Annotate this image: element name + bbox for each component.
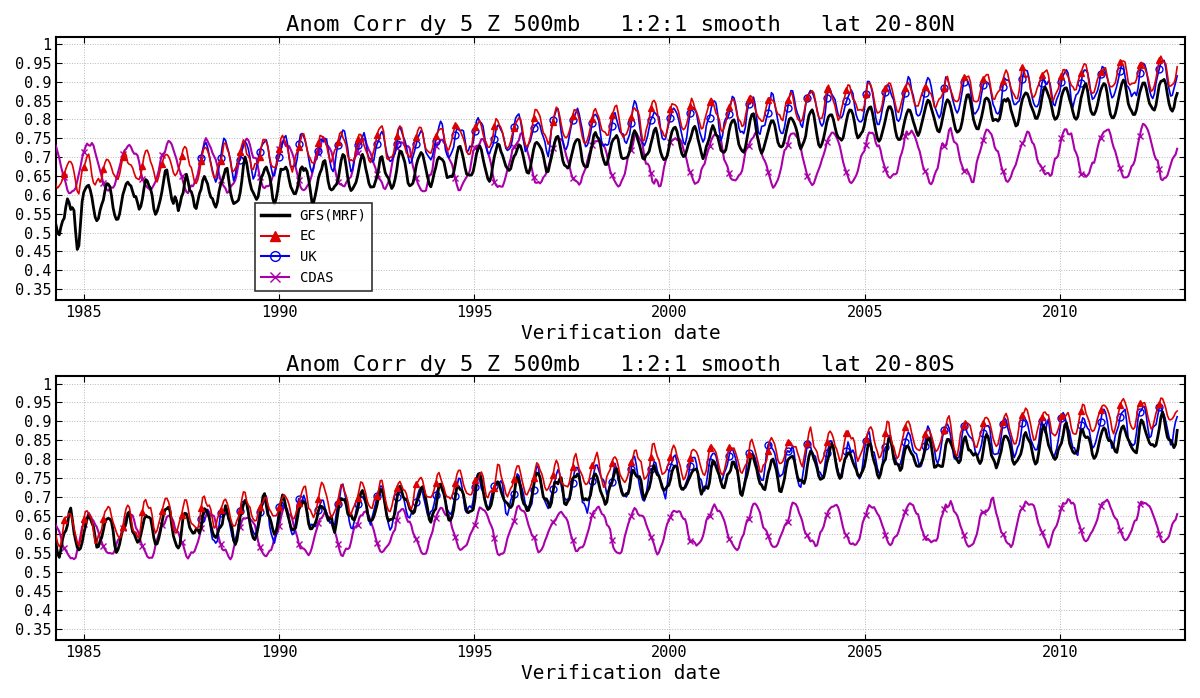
Legend: GFS(MRF), EC, UK, CDAS: GFS(MRF), EC, UK, CDAS xyxy=(256,203,372,291)
X-axis label: Verification date: Verification date xyxy=(521,325,720,343)
X-axis label: Verification date: Verification date xyxy=(521,664,720,683)
Title: Anom Corr dy 5 Z 500mb   1:2:1 smooth   lat 20-80N: Anom Corr dy 5 Z 500mb 1:2:1 smooth lat … xyxy=(287,15,955,35)
Title: Anom Corr dy 5 Z 500mb   1:2:1 smooth   lat 20-80S: Anom Corr dy 5 Z 500mb 1:2:1 smooth lat … xyxy=(287,355,955,375)
